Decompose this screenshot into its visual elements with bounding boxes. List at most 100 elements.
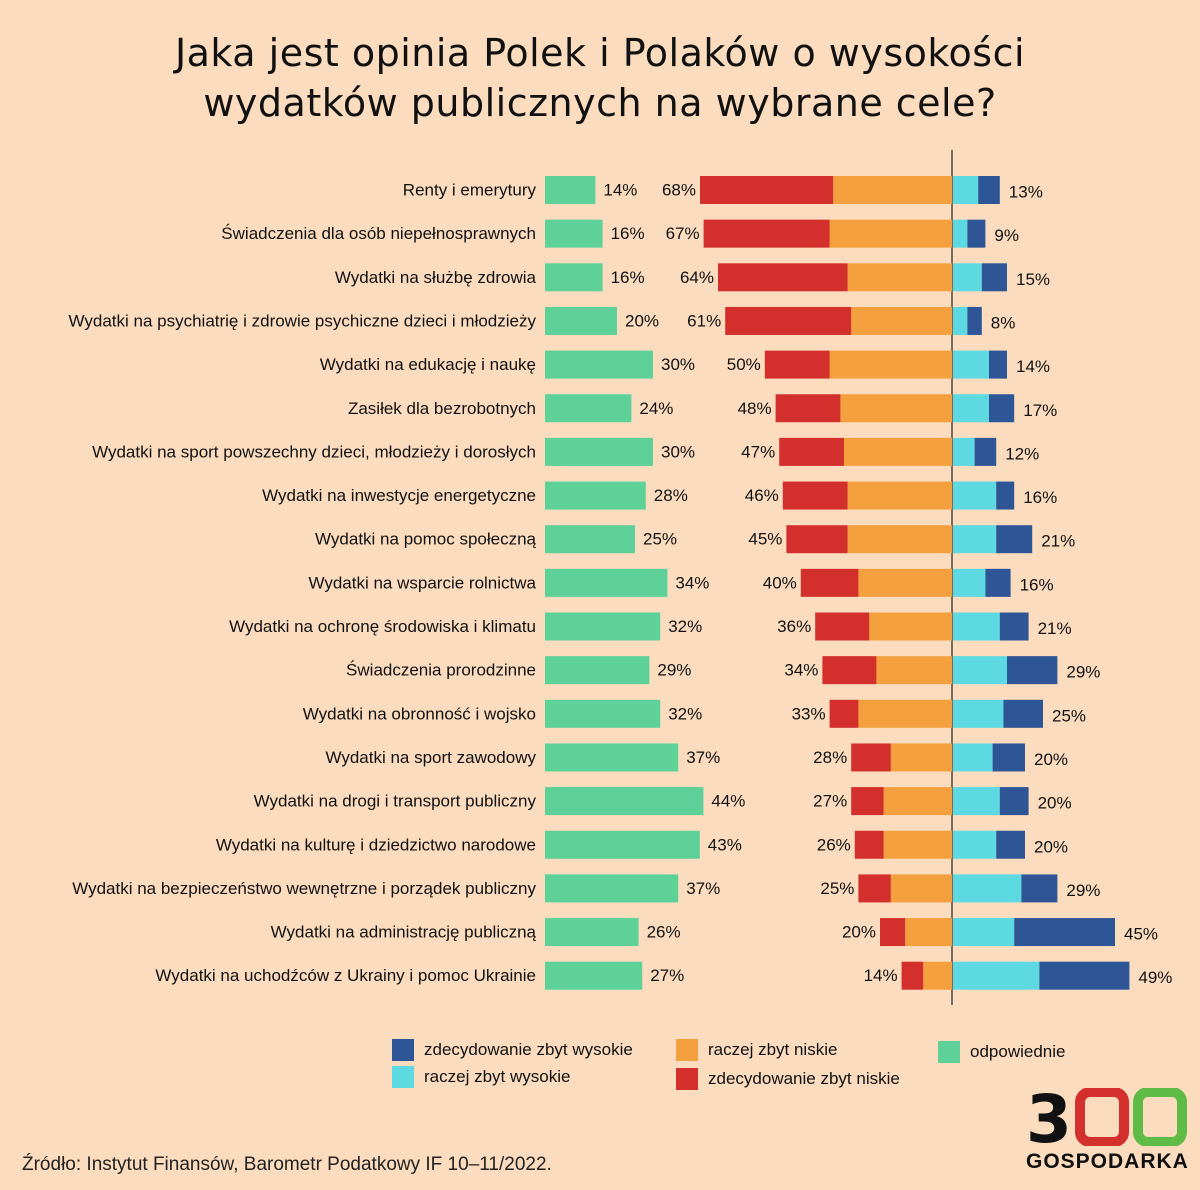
bar-strongly-too-low xyxy=(815,612,870,641)
diverging-bar-chart: Renty i emerytury 14% 68% 13% Świadczenia dl… xyxy=(68,150,1172,1005)
bar-strongly-too-high xyxy=(1021,874,1058,903)
bar-rather-too-low xyxy=(858,699,952,728)
bar-strongly-too-low xyxy=(775,394,841,423)
legend-label: zdecydowanie zbyt wysokie xyxy=(424,1040,633,1059)
bar-rather-too-low xyxy=(890,743,952,772)
bar-appropriate xyxy=(545,481,646,510)
category-label: Wydatki na drogi i transport publiczny xyxy=(254,792,537,811)
bar-rather-too-high xyxy=(953,612,1000,641)
data-label-too-low: 26% xyxy=(817,835,851,854)
bar-rather-too-low xyxy=(858,568,952,597)
bar-strongly-too-high xyxy=(996,830,1025,859)
bar-rather-too-low xyxy=(876,656,952,685)
bar-rather-too-low xyxy=(833,176,952,204)
category-label: Wydatki na sport zawodowy xyxy=(325,748,536,767)
bar-rather-too-high xyxy=(953,263,982,292)
legend-swatch xyxy=(676,1068,698,1090)
data-label-too-low: 20% xyxy=(842,923,876,942)
chart-title: Jaka jest opinia Polek i Polaków o wysok… xyxy=(0,28,1200,128)
legend-swatch xyxy=(392,1066,414,1088)
data-label-appropriate: 43% xyxy=(708,835,742,854)
bar-appropriate xyxy=(545,176,596,204)
bar-appropriate xyxy=(545,656,650,685)
data-label-too-high: 15% xyxy=(1016,270,1050,289)
bar-appropriate xyxy=(545,874,679,903)
category-label: Świadczenia prorodzinne xyxy=(346,661,536,680)
bar-rather-too-low xyxy=(883,787,952,816)
category-label: Renty i emerytury xyxy=(403,181,537,200)
data-label-appropriate: 28% xyxy=(654,486,688,505)
bar-strongly-too-high xyxy=(1003,699,1043,728)
bar-rather-too-low xyxy=(829,350,952,379)
category-label: Wydatki na sport powszechny dzieci, młod… xyxy=(92,442,536,461)
data-label-too-low: 25% xyxy=(820,879,854,898)
data-label-too-high: 21% xyxy=(1041,532,1075,551)
data-label-too-low: 67% xyxy=(666,224,700,243)
bar-rather-too-high xyxy=(953,525,997,554)
legend-item-rather-too-high: raczej zbyt wysokie xyxy=(392,1066,570,1088)
data-label-appropriate: 30% xyxy=(661,442,695,461)
data-label-too-high: 16% xyxy=(1023,488,1057,507)
bar-rather-too-high xyxy=(953,918,1015,947)
data-label-too-low: 46% xyxy=(745,486,779,505)
data-label-too-low: 61% xyxy=(687,311,721,330)
legend-label: raczej zbyt niskie xyxy=(708,1040,838,1059)
bar-appropriate xyxy=(545,394,632,423)
category-label: Wydatki na ochronę środowiska i klimatu xyxy=(229,617,536,636)
data-label-appropriate: 32% xyxy=(668,704,702,723)
data-label-too-high: 20% xyxy=(1034,837,1068,856)
legend-item-strongly-too-low: zdecydowanie zbyt niskie xyxy=(676,1068,900,1090)
bar-strongly-too-low xyxy=(901,961,924,990)
brand-logo: 3 GOSPODARKA xyxy=(1026,1088,1188,1178)
bar-rather-too-low xyxy=(905,918,952,947)
bar-strongly-too-high xyxy=(967,219,986,248)
bar-rather-too-high xyxy=(953,176,979,204)
bar-strongly-too-low xyxy=(782,481,848,510)
data-label-appropriate: 30% xyxy=(661,355,695,374)
legend-label: odpowiednie xyxy=(970,1042,1066,1061)
legend-label: raczej zbyt wysokie xyxy=(424,1067,571,1086)
data-label-too-low: 40% xyxy=(763,573,797,592)
bar-strongly-too-low xyxy=(725,306,852,335)
data-label-too-high: 13% xyxy=(1009,183,1043,202)
bar-appropriate xyxy=(545,699,661,728)
data-label-too-low: 34% xyxy=(784,661,818,680)
data-label-too-high: 21% xyxy=(1038,619,1072,638)
bar-strongly-too-high xyxy=(992,743,1025,772)
bar-strongly-too-low xyxy=(700,176,834,204)
bar-appropriate xyxy=(545,437,653,466)
bar-strongly-too-low xyxy=(829,699,859,728)
data-label-too-low: 68% xyxy=(662,181,696,200)
bar-strongly-too-low xyxy=(764,350,830,379)
bar-strongly-too-low xyxy=(800,568,859,597)
data-label-appropriate: 37% xyxy=(686,879,720,898)
data-label-too-high: 25% xyxy=(1052,706,1086,725)
bar-strongly-too-high xyxy=(981,263,1007,292)
data-label-too-high: 14% xyxy=(1016,357,1050,376)
category-label: Wydatki na służbę zdrowia xyxy=(335,268,537,287)
data-label-too-high: 20% xyxy=(1034,750,1068,769)
bar-strongly-too-low xyxy=(786,525,848,554)
bar-rather-too-low xyxy=(869,612,952,641)
data-label-appropriate: 25% xyxy=(643,530,677,549)
bar-rather-too-high xyxy=(953,787,1000,816)
data-label-too-high: 8% xyxy=(991,313,1016,332)
bar-rather-too-low xyxy=(829,219,952,248)
bar-appropriate xyxy=(545,787,704,816)
bar-appropriate xyxy=(545,830,700,859)
category-label: Wydatki na administrację publiczną xyxy=(271,923,537,942)
category-label: Świadczenia dla osób niepełnosprawnych xyxy=(221,224,536,243)
bar-rather-too-low xyxy=(847,525,952,554)
bar-appropriate xyxy=(545,961,643,990)
bar-appropriate xyxy=(545,350,653,379)
bar-strongly-too-low xyxy=(880,918,906,947)
bar-rather-too-high xyxy=(953,437,975,466)
data-label-appropriate: 34% xyxy=(675,573,709,592)
data-label-too-low: 33% xyxy=(792,704,826,723)
bar-strongly-too-high xyxy=(985,568,1011,597)
bar-rather-too-high xyxy=(953,699,1004,728)
data-label-too-low: 45% xyxy=(748,530,782,549)
bar-rather-too-high xyxy=(953,481,997,510)
legend-swatch xyxy=(392,1039,414,1061)
bar-rather-too-low xyxy=(840,394,952,423)
